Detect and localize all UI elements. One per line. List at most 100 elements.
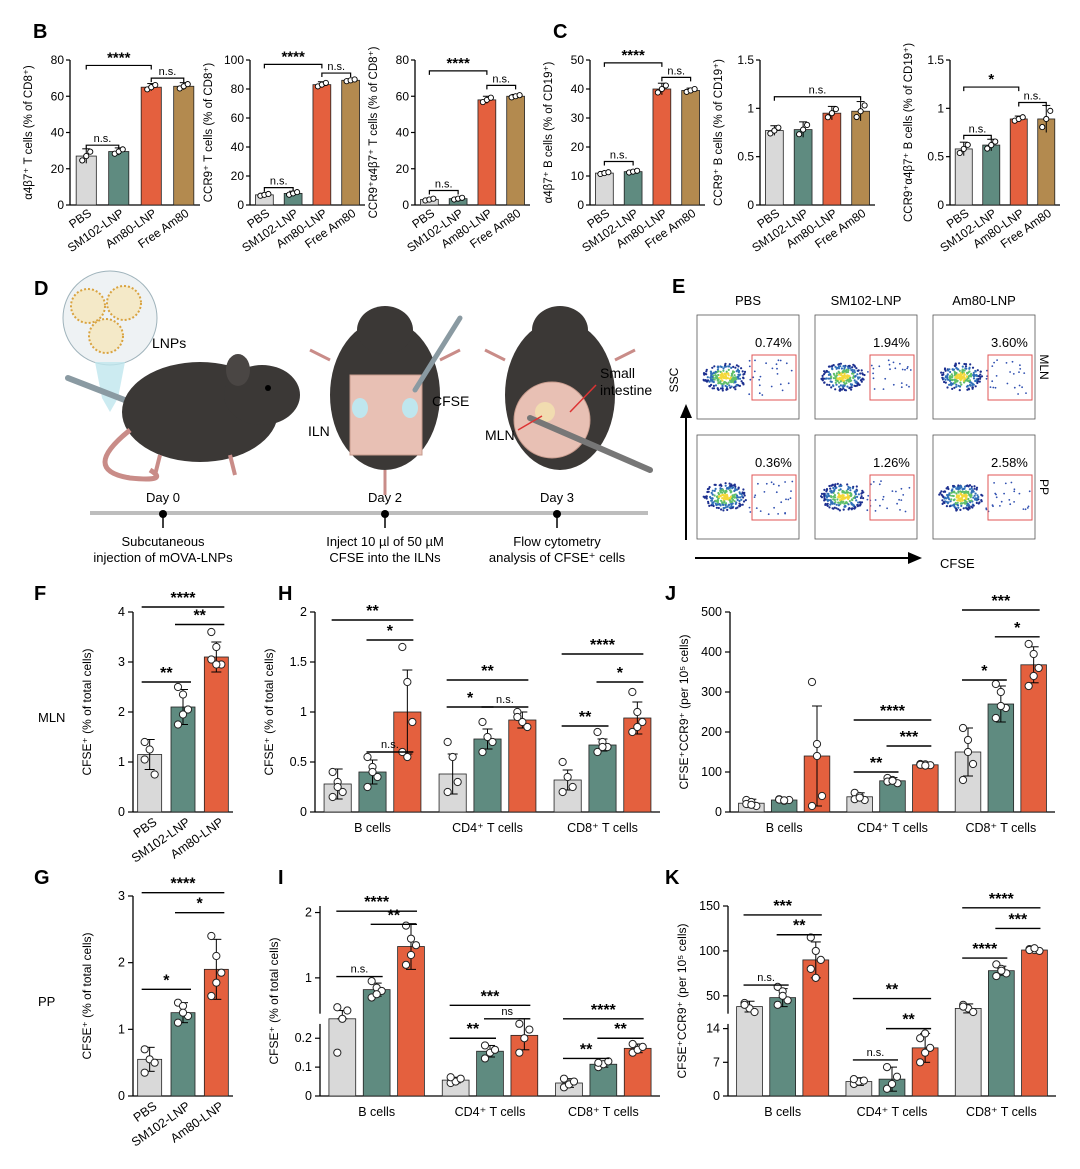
data-point [956,149,963,157]
data-point [984,145,991,152]
bar [954,148,973,206]
data-point [183,705,193,714]
data-point [804,121,811,129]
y-axis-label: CFSE⁺CCR9⁺ (per 10⁵ cells) [675,923,689,1078]
data-point [1034,663,1043,673]
data-point [691,86,698,93]
x-category-label: CD4⁺ T cells [857,821,928,835]
significance-label: * [387,623,394,640]
y-axis-label: CCR9⁺α4β7⁺ T cells (% of CD8⁺) [368,46,380,218]
flow-plot: 2.58% [932,434,1036,540]
x-category-label: CD8⁺ T cells [568,1105,639,1119]
y-tick-label: 100 [701,765,722,779]
data-point [351,76,358,83]
bar [476,1050,504,1097]
timeline-day: Day 2 [368,490,402,505]
significance-label: n.s. [667,65,685,77]
gate-percent: 1.94% [873,335,910,350]
y-tick-label: 1 [937,101,944,115]
timeline-desc: Flow cytometry [513,534,601,549]
data-point [991,713,1000,723]
data-point [520,1034,529,1043]
gate-percent: 3.60% [991,335,1028,350]
syringe-2-icon [412,315,463,393]
flow-gate [987,474,1033,521]
data-point [747,800,756,809]
small-intestine-label-2: intestine [600,382,652,398]
data-point [807,677,817,687]
significance-label: **** [591,1002,617,1019]
data-point [1019,114,1026,121]
data-point [559,1074,569,1083]
data-point [480,1041,490,1050]
bar [203,656,229,813]
bar [1021,949,1048,1097]
data-point [926,1043,935,1052]
data-point [605,169,612,176]
lnp-illustration [62,270,158,412]
flow-column-label: Am80-LNP [952,293,1016,308]
timeline-desc: injection of mOVA-LNPs [93,550,233,565]
timeline-desc: CFSE into the ILNs [329,550,441,565]
significance-label: ** [481,663,494,680]
significance-label: ** [467,1021,480,1038]
y-tick-label: 20 [51,162,65,176]
significance-bracket [963,134,992,140]
y-tick-label: 0 [402,198,409,212]
x-category-label: CD8⁺ T cells [965,821,1036,835]
data-point [173,720,183,729]
significance-bracket [428,70,488,75]
data-point [855,793,864,802]
gate-percent: 0.36% [755,455,792,470]
data-point [363,752,372,762]
significance-label: * [988,71,994,88]
data-point [558,787,567,797]
axis-break [720,1013,1056,1024]
chart-k: K 0 7 14 50 100 150 CFSE⁺CCR9⁺ (per 10⁵ cells) B… [665,867,1056,1119]
significance-bracket [85,144,120,150]
data-point [1030,944,1039,953]
data-point [921,1029,930,1038]
significance-label: n.s. [327,61,345,73]
significance-label: n.s. [1024,91,1042,103]
data-point [453,777,462,787]
data-point [853,113,860,121]
data-point [958,775,968,785]
significance-label: n.s. [270,176,288,188]
significance-bracket [963,86,1020,92]
bar [170,1012,196,1097]
data-point [178,710,188,719]
y-axis-label: α4β7⁺ T cells (% of CD8⁺) [23,65,35,200]
data-point [363,782,372,792]
timeline-node [159,510,167,518]
flow-plot: 3.60% [932,314,1036,420]
data-point [145,745,154,754]
data-point [367,977,376,986]
data-point [968,759,978,769]
significance-bracket [263,63,323,69]
data-point [628,1039,637,1049]
data-point [859,1076,868,1085]
data-point [594,1058,603,1067]
y-axis-label: CCR9⁺α4β7⁺ B cells (% of CD19⁺) [903,43,915,222]
significance-bracket [603,62,663,67]
bar [473,738,502,813]
data-point [480,1054,490,1063]
data-point [969,1007,978,1017]
y-tick-label: 30 [571,111,585,125]
y-tick-label: 40 [396,126,410,140]
data-point [796,131,803,138]
data-point [806,964,815,973]
bar [1009,118,1028,206]
data-point [997,966,1006,975]
y-tick-label: 500 [701,605,722,619]
bar [75,155,97,206]
data-point [773,1000,782,1009]
data-point [1029,671,1038,681]
chart-j: J 0 100 200 300 400 500 CFSE⁺CCR9⁺ (per 10⁵ cel… [665,583,1055,835]
bar [589,1063,618,1097]
